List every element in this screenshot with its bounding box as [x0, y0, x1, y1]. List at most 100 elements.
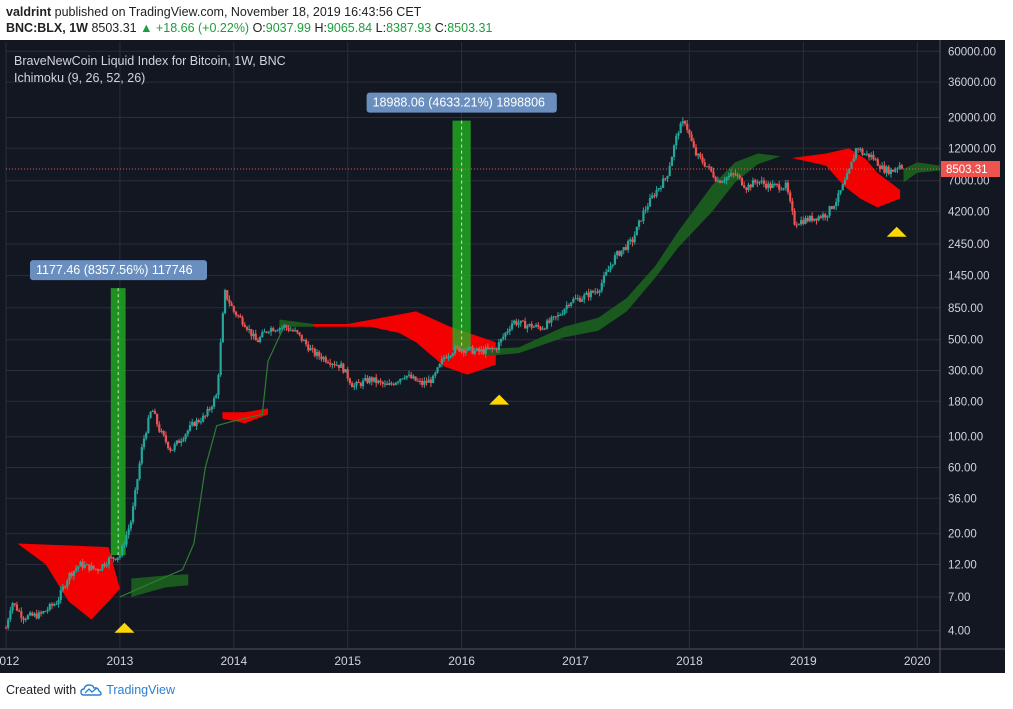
candle-down	[193, 422, 196, 427]
candle-up	[637, 220, 641, 227]
candle-up	[24, 619, 27, 621]
candle-down	[333, 363, 336, 365]
candle-up	[534, 324, 538, 327]
candle-up	[442, 357, 446, 360]
candle-up	[263, 331, 266, 333]
change-value: +18.66 (+0.22%)	[155, 21, 250, 35]
candle-down	[390, 383, 393, 385]
candle-up	[670, 156, 673, 167]
candle-down	[228, 299, 231, 304]
candle-up	[576, 298, 579, 300]
candle-up	[55, 604, 58, 606]
candle-up	[510, 323, 514, 330]
candle-up	[206, 408, 209, 416]
candle-down	[567, 305, 571, 307]
candle-up	[574, 298, 577, 300]
candle-up	[598, 290, 601, 293]
candle-up	[870, 154, 873, 158]
yellow-triangle-icon	[886, 226, 907, 237]
candle-up	[594, 291, 597, 293]
candle-up	[561, 313, 564, 315]
candle-up	[585, 292, 588, 295]
bearish-cloud	[17, 543, 120, 620]
candle-down	[88, 564, 91, 571]
candle-up	[672, 145, 676, 157]
candle-up	[843, 179, 847, 185]
candle-up	[388, 383, 391, 385]
candle-down	[756, 182, 759, 184]
candle-up	[123, 544, 126, 546]
candle-up	[782, 188, 785, 190]
candle-up	[59, 590, 62, 601]
candle-up	[447, 356, 450, 359]
candle-down	[445, 357, 448, 359]
candle-down	[694, 147, 698, 156]
measure-label-bg	[30, 260, 207, 281]
candle-down	[754, 180, 757, 183]
candle-up	[353, 385, 356, 388]
candle-down	[521, 320, 525, 322]
current-price-label: 8503.31	[946, 164, 988, 176]
candle-up	[340, 363, 343, 368]
y-tick-label: 850.00	[948, 303, 983, 315]
candle-down	[265, 331, 268, 333]
candle-down	[539, 326, 542, 330]
candle-up	[145, 432, 148, 439]
candle-down	[775, 183, 779, 185]
candle-up	[497, 342, 500, 351]
candle-up	[854, 148, 857, 159]
ohlc-bar: BNC:BLX, 1W 8503.31 ▲ +18.66 (+0.22%) O:…	[6, 21, 492, 35]
publish-info: valdrint published on TradingView.com, N…	[6, 5, 421, 19]
candle-down	[169, 447, 172, 451]
author-name[interactable]: valdrint	[6, 5, 52, 19]
candle-down	[298, 332, 301, 335]
candle-up	[151, 410, 154, 412]
candle-down	[348, 378, 351, 384]
candle-up	[826, 215, 829, 218]
candle-down	[226, 290, 229, 300]
measure-label: 1177.46 (8357.56%) 117746	[36, 263, 193, 277]
candle-down	[714, 177, 717, 182]
candle-up	[784, 182, 787, 189]
candles	[4, 117, 903, 630]
bullish-cloud	[279, 319, 314, 327]
candle-up	[467, 347, 470, 351]
candle-up	[191, 422, 194, 426]
candle-up	[469, 346, 472, 348]
candle-up	[377, 380, 380, 383]
candle-up	[751, 180, 755, 188]
low-value: 8387.93	[386, 21, 432, 35]
candle-up	[134, 489, 137, 507]
x-tick-label: 2017	[562, 654, 589, 668]
candle-down	[15, 604, 19, 611]
price-chart[interactable]: 1177.46 (8357.56%) 117746 18988.06 (4633.…	[0, 40, 1005, 673]
candle-up	[280, 327, 284, 329]
candle-down	[326, 361, 330, 363]
candle-down	[732, 173, 735, 175]
candle-down	[304, 340, 308, 345]
candle-up	[105, 564, 108, 566]
candle-down	[153, 410, 157, 415]
candle-up	[475, 348, 479, 351]
tradingview-link[interactable]: TradingView	[106, 683, 175, 697]
candle-up	[797, 224, 801, 226]
candle-up	[423, 381, 426, 385]
candle-down	[13, 603, 16, 605]
candle-down	[692, 141, 695, 148]
candle-down	[256, 340, 259, 343]
chart-panel[interactable]: 1177.46 (8357.56%) 117746 18988.06 (4633.…	[0, 40, 1005, 673]
candle-up	[519, 320, 522, 324]
candle-down	[795, 224, 798, 226]
candle-up	[289, 330, 292, 332]
candle-down	[543, 328, 546, 330]
candle-up	[835, 202, 838, 207]
candle-up	[609, 265, 612, 270]
candle-up	[550, 317, 553, 323]
candle-down	[177, 440, 181, 443]
candle-up	[175, 440, 178, 445]
candle-up	[602, 275, 606, 283]
candle-down	[272, 328, 275, 332]
candle-down	[624, 247, 627, 250]
candle-up	[210, 406, 214, 410]
candle-up	[188, 425, 192, 431]
